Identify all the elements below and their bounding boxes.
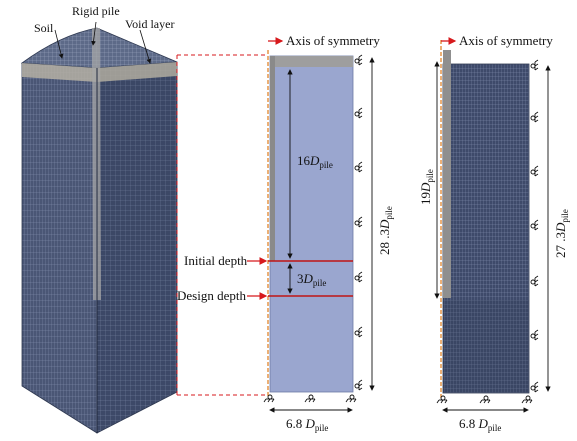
design-depth-label: Design depth: [177, 288, 246, 303]
initial-depth-label: Initial depth: [184, 253, 248, 268]
void-layer-left: [22, 63, 97, 82]
section-2d: Axis of symmetry Initial depth Design de…: [177, 33, 394, 433]
section-connectors: [176, 54, 268, 396]
void-layer-label: Void layer: [125, 17, 174, 31]
mesh-2d: Axis of symmetry 19Dpile 27 .3Dpile 6.8 …: [418, 33, 570, 433]
mesh-pile: [443, 50, 451, 298]
dim-width-right: 6.8 Dpile: [459, 416, 501, 433]
mesh-domain: [442, 63, 530, 394]
soil-domain: [269, 55, 354, 393]
pin-supports-mid: [263, 394, 357, 403]
dim-width-mid: 6.8 Dpile: [286, 416, 328, 433]
dim-19d: 19Dpile: [418, 169, 435, 205]
void-layer-band: [270, 56, 353, 67]
roller-supports-right: [530, 59, 539, 393]
axis-symmetry-right-label: Axis of symmetry: [459, 33, 553, 48]
dim-16d: 16Dpile: [297, 153, 333, 170]
rigid-pile-label: Rigid pile: [72, 4, 120, 18]
rigid-pile-section: [270, 56, 275, 261]
void-layer-right: [97, 62, 177, 82]
roller-supports-mid: [354, 54, 363, 391]
dim-3d: 3Dpile: [297, 271, 326, 288]
axis-symmetry-mid-label: Axis of symmetry: [286, 33, 380, 48]
model-left-face: [21, 62, 98, 434]
model-3d: Soil Rigid pile Void layer: [20, 4, 178, 434]
dim-27-3d: 27 .3Dpile: [553, 209, 570, 258]
dim-28-3d: 28 .3Dpile: [377, 206, 394, 255]
soil-label: Soil: [34, 21, 54, 35]
pin-supports-right: [436, 395, 533, 404]
